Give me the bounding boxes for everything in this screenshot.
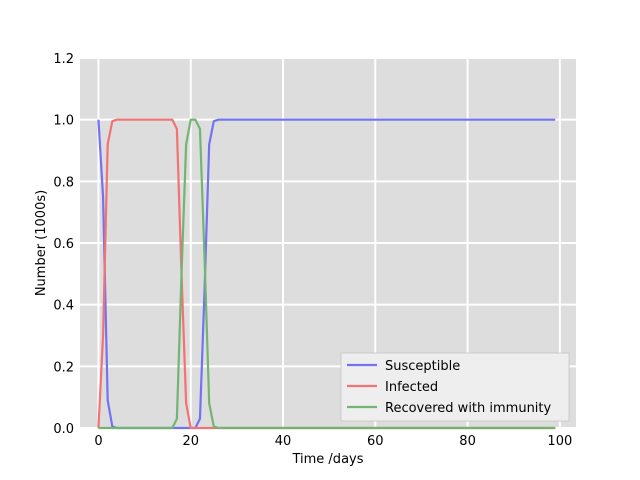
y-tick-label: 0.0	[53, 422, 74, 437]
ticks: 0 20 40 60 80 100 0.0 0.2 0.4 0.6 0.8 1.0 1.2	[53, 52, 572, 449]
series-layer	[97, 118, 556, 430]
x-tick-label: 20	[182, 434, 199, 449]
y-tick-label: 1.0	[53, 114, 74, 129]
x-axis-label: Time /days	[291, 452, 363, 467]
legend-label: Susceptible	[385, 359, 460, 374]
legend-box	[340, 352, 570, 422]
x-tick-label: 100	[547, 434, 572, 449]
x-tick-label: 0	[94, 434, 102, 449]
series-line-infected	[97, 118, 556, 430]
legend: Susceptible Infected Recovered with immuni…	[340, 352, 570, 422]
x-tick-label: 40	[275, 434, 292, 449]
legend-label: Recovered with immunity	[385, 401, 552, 416]
series-line-recovered-with-immunity	[98, 118, 556, 430]
y-tick-label: 0.4	[53, 299, 74, 314]
series-line-susceptible	[97, 118, 556, 430]
y-axis-label: Number (1000s)	[34, 190, 49, 296]
y-tick-label: 0.6	[53, 237, 74, 252]
y-tick-label: 0.8	[53, 175, 74, 190]
x-tick-label: 60	[367, 434, 384, 449]
y-tick-label: 0.2	[53, 360, 74, 375]
legend-label: Infected	[385, 380, 438, 395]
x-tick-label: 80	[459, 434, 476, 449]
y-tick-label: 1.2	[53, 52, 74, 67]
